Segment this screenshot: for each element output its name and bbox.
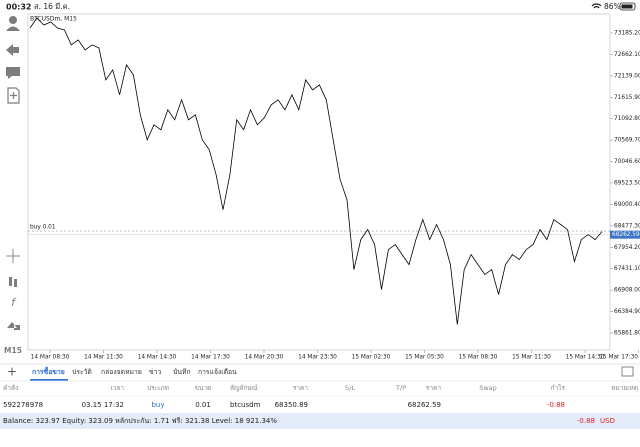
indicator-icon[interactable] <box>9 277 17 287</box>
x-tick-label: 15 Mar 11:30 <box>512 355 551 361</box>
add-button[interactable]: + <box>7 365 17 379</box>
y-tick-label: 68477.30 <box>614 223 640 229</box>
currency: USD <box>600 417 615 425</box>
x-tick-label: 15 Mar 17:30 <box>599 355 638 361</box>
column-header: หมายเหตุ <box>611 384 638 392</box>
column-header: ราคา <box>426 384 441 392</box>
y-tick-label: 67954.20 <box>614 245 640 251</box>
table-cell: -0.88 <box>547 401 565 409</box>
x-tick-label: 14 Mar 11:30 <box>84 355 123 361</box>
order-line-label: buy 0.01 <box>30 225 56 231</box>
wifi-icon <box>591 3 602 9</box>
column-header: S/L <box>345 384 355 392</box>
y-tick-label: 67431.10 <box>614 266 640 272</box>
tab[interactable]: บันทึก <box>173 368 191 376</box>
x-tick-label: 15 Mar 02:30 <box>352 355 391 361</box>
column-header: ขนาด <box>195 384 212 392</box>
y-tick-label: 73185.20 <box>614 30 640 36</box>
trade-icon[interactable] <box>6 44 19 56</box>
column-header: เวลา <box>110 384 124 392</box>
tab[interactable]: ประวัติ <box>72 368 92 376</box>
footer-bar <box>0 413 640 429</box>
y-tick-label: 66908.00 <box>614 288 640 294</box>
y-tick-label: 71092.80 <box>614 116 640 122</box>
battery-level: 86% <box>604 2 621 11</box>
new-order-icon[interactable] <box>7 87 20 104</box>
crosshair-icon[interactable] <box>6 249 20 263</box>
x-tick-label: 15 Mar 05:30 <box>405 355 444 361</box>
column-header: T/P <box>395 384 406 392</box>
battery-icon <box>619 2 636 11</box>
y-tick-label: 71615.90 <box>614 95 640 101</box>
clock: 00:32 <box>6 3 31 12</box>
column-header: กำไร <box>551 384 566 392</box>
chart-title: BTCUSDm, M15 <box>30 16 77 23</box>
y-tick-label: 65861.80 <box>614 331 640 337</box>
table-cell: 0.01 <box>195 401 211 409</box>
date: ส. 16 มี.ค. <box>34 2 70 11</box>
account-summary: Balance: 323.97 Equity: 323.09 หลักประกั… <box>3 417 277 425</box>
table-cell: 68350.89 <box>275 401 308 409</box>
objects-icon[interactable] <box>7 322 20 330</box>
x-tick-label: 14 Mar 17:30 <box>191 355 230 361</box>
y-tick-label: 72662.10 <box>614 52 640 58</box>
table-cell: 03.15 17:32 <box>82 401 124 409</box>
y-tick-label: 70046.60 <box>614 159 640 165</box>
table-cell: 592278978 <box>3 401 43 409</box>
active-tab-underline <box>30 379 68 381</box>
total-profit: -0.88 <box>577 417 595 425</box>
timeframe[interactable]: M15 <box>4 346 22 355</box>
battery-fill <box>621 4 633 9</box>
chat-icon[interactable] <box>6 67 20 79</box>
column-header: สัญลักษณ์ <box>230 384 258 392</box>
column-header: คำสั่ง <box>3 383 18 392</box>
x-tick-label: 14 Mar 20:30 <box>245 355 284 361</box>
tab[interactable]: การซื้อขาย <box>32 366 65 376</box>
function-icon[interactable]: f <box>11 296 17 309</box>
y-tick-label: 72139.00 <box>614 73 640 79</box>
y-tick-label: 69000.40 <box>614 202 640 208</box>
column-header: ประเภท <box>147 384 169 392</box>
x-tick-label: 14 Mar 14:30 <box>138 355 177 361</box>
x-tick-label: 15 Mar 08:30 <box>459 355 498 361</box>
tab[interactable]: ข่าว <box>149 368 161 376</box>
x-tick-label: 15 Mar 14:30 <box>566 355 605 361</box>
column-header: ราคา <box>293 384 308 392</box>
y-tick-label: 69523.50 <box>614 180 640 186</box>
table-cell: 68262.59 <box>408 401 441 409</box>
table-cell: buy <box>151 401 164 409</box>
chart-frame <box>27 13 611 351</box>
y-tick-label: 66384.90 <box>614 309 640 315</box>
y-tick-label: 70569.70 <box>614 138 640 144</box>
price-tag-label: 68262.59 <box>612 232 640 238</box>
account-icon[interactable] <box>9 16 17 24</box>
account-icon-body <box>6 26 20 31</box>
sidebar: f M15 <box>4 16 22 355</box>
x-tick-label: 14 Mar 23:30 <box>298 355 337 361</box>
table-cell: btcusdm <box>230 401 261 409</box>
price-tag <box>610 230 640 239</box>
column-header: Swap <box>479 384 497 392</box>
x-tick-label: 14 Mar 08:30 <box>31 355 70 361</box>
layout-icon[interactable] <box>621 366 634 377</box>
tab[interactable]: กล่องจดหมาย <box>101 368 142 376</box>
tab[interactable]: การแจ้งเตือน <box>198 368 237 376</box>
price-line <box>29 17 603 325</box>
